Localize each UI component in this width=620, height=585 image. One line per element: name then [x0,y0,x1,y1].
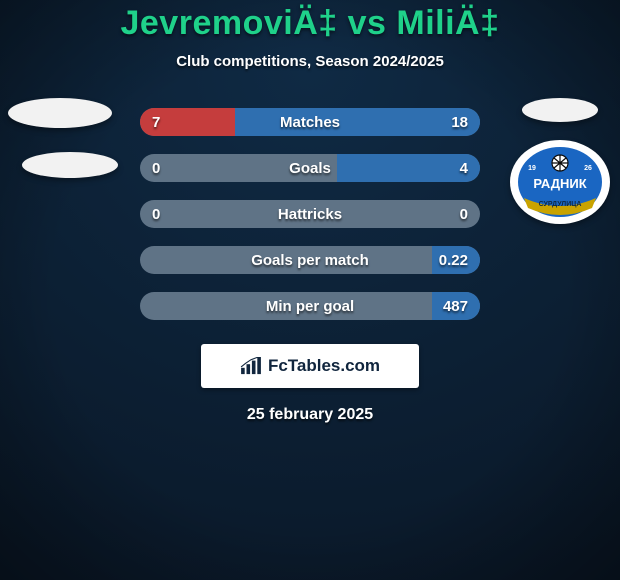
stat-label: Matches [140,108,480,136]
stat-value-right: 18 [451,108,468,136]
stat-label: Hattricks [140,200,480,228]
stat-value-left: 0 [152,154,160,182]
placeholder-ellipse [22,152,118,178]
subtitle: Club competitions, Season 2024/2025 [176,53,444,70]
brand-box[interactable]: FcTables.com [201,344,419,388]
club-logo: РАДНИК 19 26 СУРДУЛИЦА [510,140,610,224]
stat-value-right: 487 [443,292,468,320]
stat-bar: Goals per match0.22 [140,246,480,274]
club-logo-svg: РАДНИК 19 26 СУРДУЛИЦА [510,140,610,224]
stat-value-left: 0 [152,200,160,228]
club-name-text: РАДНИК [533,176,586,191]
page-title: JevremoviÄ‡ vs MiliÄ‡ [120,4,499,43]
stat-bar: Min per goal487 [140,292,480,320]
svg-text:19: 19 [528,165,536,172]
stat-label: Goals per match [140,246,480,274]
content: JevremoviÄ‡ vs MiliÄ‡ Club competitions,… [0,0,620,580]
placeholder-ellipse [8,98,112,128]
stat-label: Goals [140,154,480,182]
stat-bar: Goals0 4 [140,154,480,182]
left-team-badge [0,108,140,328]
svg-text:26: 26 [584,165,592,172]
stat-label: Min per goal [140,292,480,320]
bar-chart-icon [240,357,262,375]
stat-value-left: 7 [152,108,160,136]
stat-value-right: 4 [460,154,468,182]
date-line: 25 february 2025 [0,406,620,424]
right-team-badge: РАДНИК 19 26 СУРДУЛИЦА [480,108,620,328]
stat-bar: Matches7 18 [140,108,480,136]
stat-bar: Hattricks0 0 [140,200,480,228]
placeholder-ellipse [522,98,598,122]
stat-value-right: 0.22 [439,246,468,274]
comparison-arena: РАДНИК 19 26 СУРДУЛИЦА Matches718Goals04… [0,108,620,424]
stat-value-right: 0 [460,200,468,228]
stat-bars: Matches718Goals04Hattricks00Goals per ma… [140,108,480,320]
brand-text: FcTables.com [268,356,380,376]
svg-text:СУРДУЛИЦА: СУРДУЛИЦА [539,201,582,208]
